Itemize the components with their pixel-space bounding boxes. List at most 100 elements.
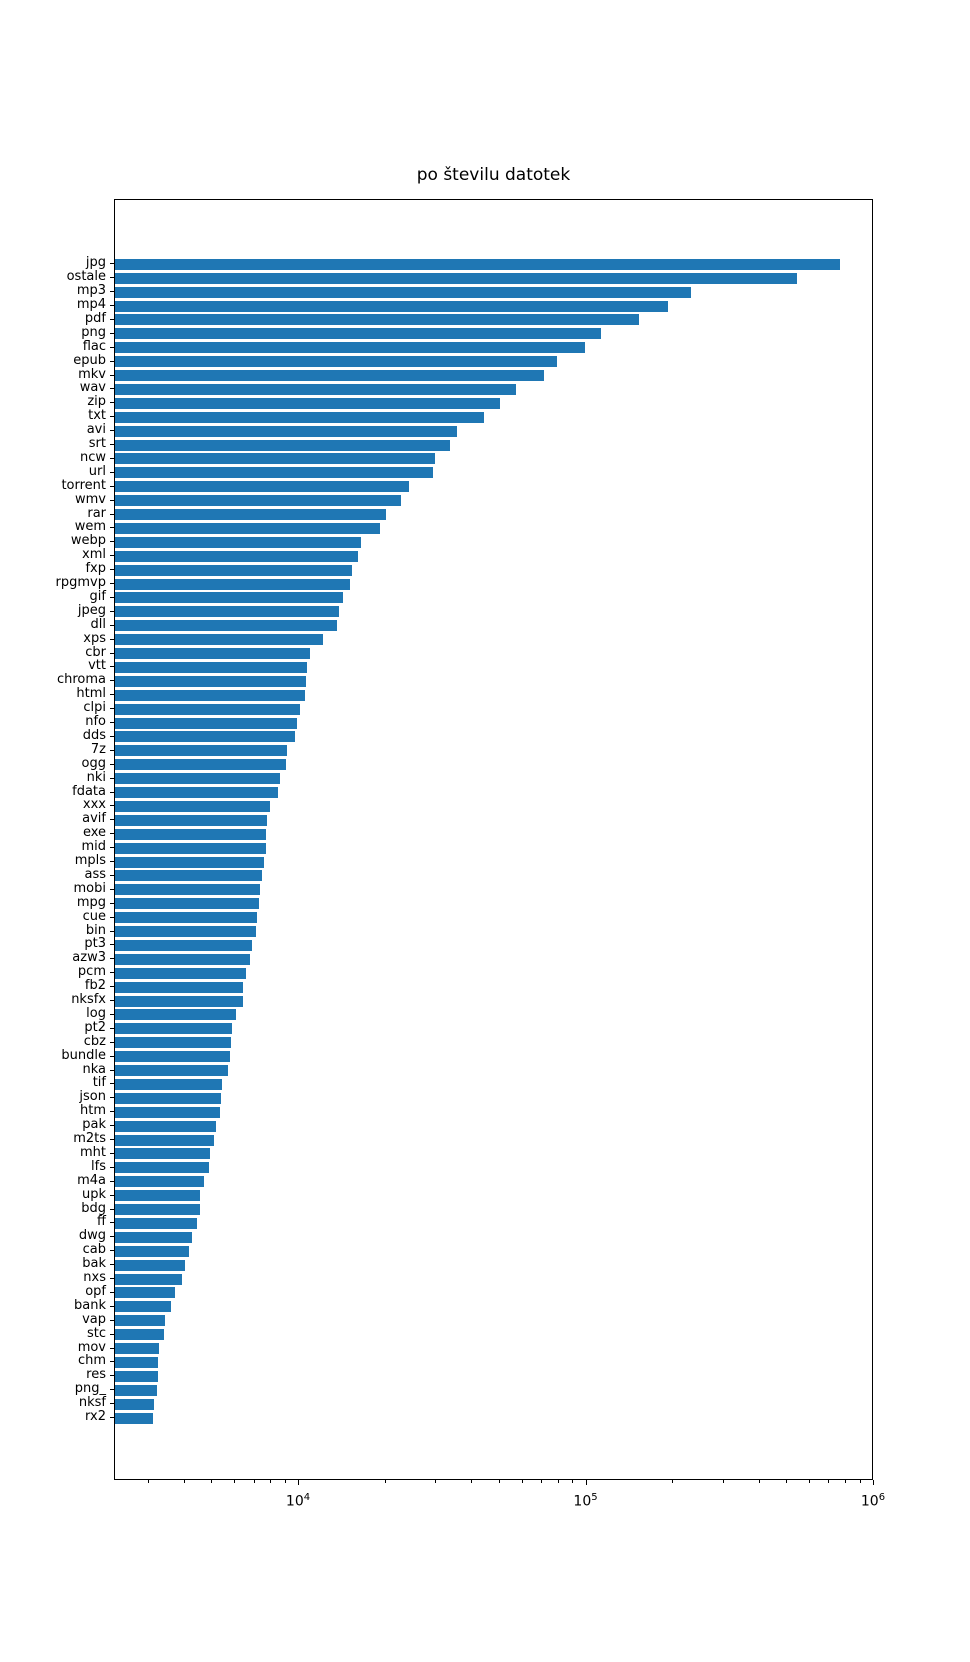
bar — [115, 453, 435, 465]
category-label: m2ts — [73, 1131, 106, 1146]
category-label: fdata — [72, 783, 106, 799]
bar — [115, 898, 259, 910]
bar — [115, 1051, 231, 1063]
y-tick — [110, 527, 114, 529]
bar — [115, 1231, 193, 1243]
category-label: pcm — [77, 964, 106, 980]
bar — [115, 370, 544, 381]
x-tick-minor — [828, 1480, 830, 1483]
y-tick — [110, 1111, 114, 1113]
y-tick — [110, 735, 114, 737]
y-tick — [110, 749, 114, 751]
category-label: opf — [85, 1283, 106, 1299]
category-label: bak — [82, 1256, 106, 1272]
category-label: rpgmvp — [55, 575, 106, 590]
bar — [115, 592, 343, 604]
x-tick-minor — [384, 1480, 386, 1483]
category-label: jpg — [85, 255, 106, 271]
x-tick-major — [873, 1480, 874, 1485]
y-tick — [110, 694, 114, 696]
bar — [115, 842, 266, 854]
y-tick — [110, 930, 114, 932]
category-label: pak — [82, 1117, 106, 1133]
bar — [115, 731, 296, 743]
y-tick — [110, 861, 114, 862]
bar — [115, 258, 840, 270]
y-tick — [110, 305, 114, 306]
y-tick — [110, 318, 114, 320]
y-tick — [110, 277, 114, 279]
y-tick — [110, 1027, 114, 1029]
bar — [115, 536, 361, 548]
y-tick — [110, 1152, 114, 1154]
y-tick — [110, 666, 114, 668]
x-tick-minor — [234, 1480, 236, 1483]
x-tick-minor — [183, 1480, 185, 1483]
y-tick — [110, 763, 114, 765]
y-tick — [110, 777, 114, 779]
bar — [115, 425, 457, 437]
category-label: mp3 — [76, 283, 106, 299]
category-label: bank — [74, 1297, 106, 1313]
y-tick — [110, 1139, 114, 1140]
x-tick-minor — [521, 1480, 523, 1483]
category-label: ogg — [81, 755, 106, 771]
category-label: mobi — [73, 880, 106, 896]
category-label: mp4 — [76, 297, 106, 312]
bar — [115, 1356, 158, 1368]
bar — [115, 1301, 172, 1313]
y-tick — [110, 1000, 114, 1001]
bar — [115, 342, 586, 354]
bar — [115, 328, 601, 340]
category-label: xxx — [82, 797, 106, 813]
y-tick — [110, 1097, 114, 1099]
category-label: mkv — [78, 366, 106, 382]
category-label: ostale — [66, 269, 106, 285]
category-label: rx2 — [85, 1409, 106, 1424]
category-label: clpi — [83, 700, 106, 716]
y-tick — [110, 360, 114, 362]
category-label: dds — [82, 727, 106, 743]
y-tick — [110, 1222, 114, 1224]
bar — [115, 1106, 221, 1118]
category-label: mpls — [74, 853, 106, 868]
bar — [115, 1273, 183, 1285]
bar — [115, 689, 305, 701]
bar — [115, 648, 310, 659]
bar — [115, 564, 353, 576]
category-label: fxp — [85, 561, 106, 577]
category-label: html — [76, 686, 106, 702]
y-tick — [110, 485, 114, 487]
x-tick-minor — [540, 1480, 542, 1483]
category-label: png — [81, 324, 106, 340]
x-tick-minor — [722, 1480, 724, 1483]
category-label: pdf — [84, 310, 106, 326]
y-tick — [110, 1166, 114, 1168]
y-tick — [110, 1041, 114, 1043]
y-tick — [110, 1180, 114, 1182]
category-label: cue — [82, 908, 106, 924]
x-tick-minor — [471, 1480, 473, 1483]
category-label: dll — [90, 616, 106, 632]
category-label: cbr — [85, 644, 106, 660]
bar — [115, 926, 257, 937]
bar — [115, 509, 386, 520]
bar — [115, 1204, 201, 1215]
bar — [115, 800, 270, 812]
bar — [115, 1287, 176, 1299]
category-label: json — [79, 1089, 106, 1105]
y-tick — [110, 847, 114, 849]
y-tick — [110, 652, 114, 654]
bar — [115, 717, 297, 729]
category-label: png_ — [74, 1381, 106, 1397]
x-tick-label: 106 — [860, 1492, 886, 1510]
x-tick-exponent: 4 — [303, 1492, 311, 1503]
category-label: htm — [80, 1103, 106, 1119]
y-tick — [110, 430, 114, 432]
x-tick-minor — [809, 1480, 811, 1483]
category-label: upk — [81, 1186, 106, 1202]
bar — [115, 300, 668, 312]
category-label: pt3 — [84, 936, 106, 952]
bar — [115, 1343, 160, 1354]
bar — [115, 620, 337, 632]
